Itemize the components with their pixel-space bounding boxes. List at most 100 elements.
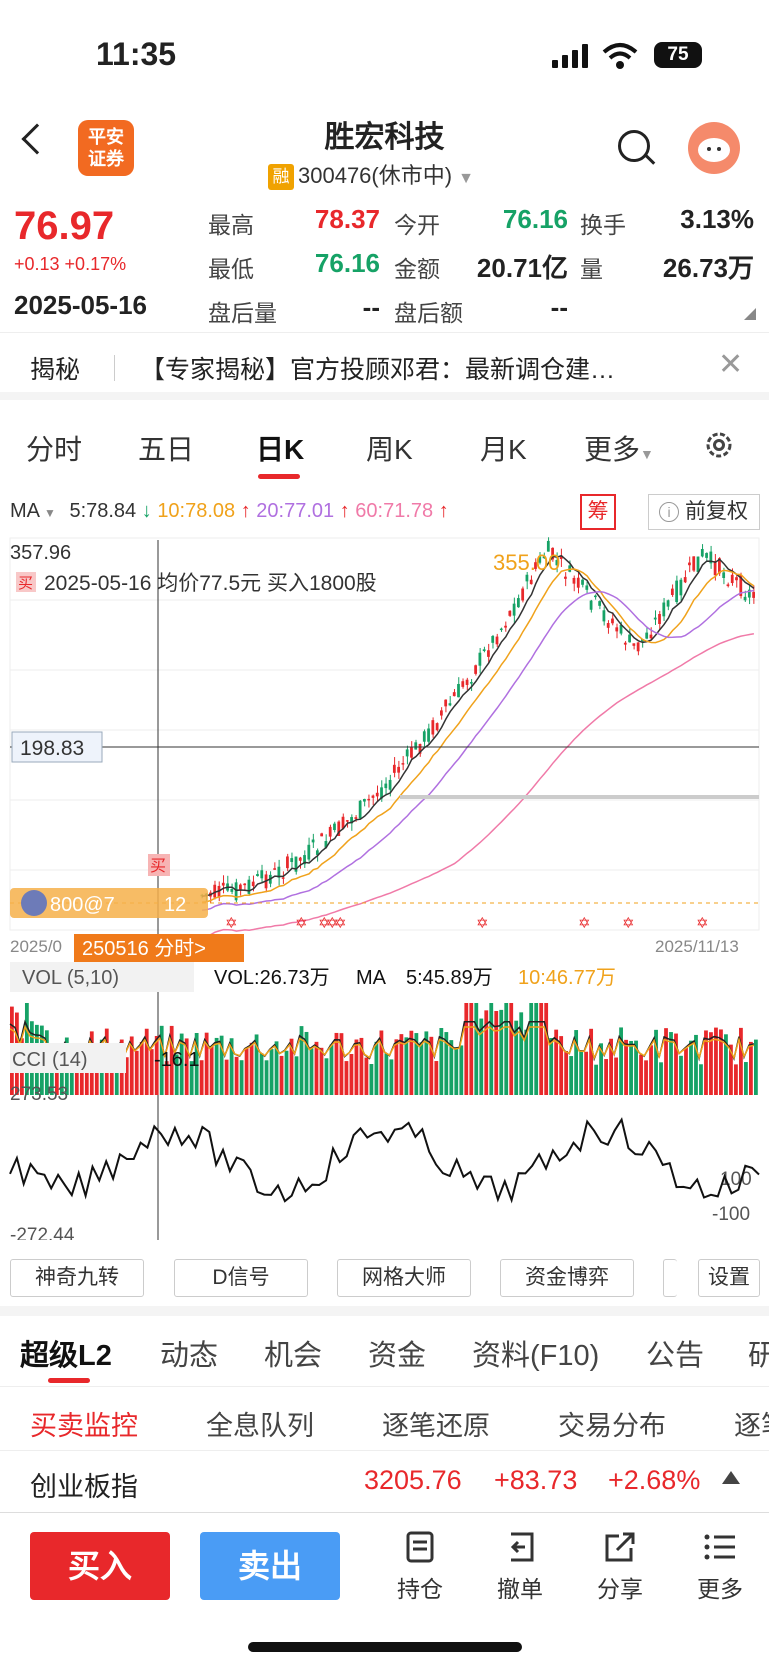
tab-trade-distribution[interactable]: 交易分布: [558, 1411, 666, 1441]
tab-news[interactable]: 动态: [160, 1340, 219, 1372]
signal-star-icon: ✡: [225, 915, 238, 932]
volume-bar: [569, 1056, 574, 1095]
candle-body: [606, 623, 610, 628]
holdings-button[interactable]: 持仓: [380, 1530, 460, 1604]
sell-button[interactable]: 卖出: [200, 1532, 340, 1600]
tool-settings[interactable]: 设置: [698, 1259, 760, 1297]
vol-title-bg[interactable]: [10, 962, 194, 992]
volume-bar: [439, 1028, 444, 1095]
tab-f10[interactable]: 资料(F10): [472, 1340, 600, 1372]
tab-research[interactable]: 研: [748, 1340, 769, 1372]
fast-forward-icon[interactable]: [21, 890, 47, 916]
intraday-link[interactable]: 250516 分时>: [82, 937, 206, 960]
tab-five-day[interactable]: 五日: [138, 434, 195, 465]
tool-partial[interactable]: [663, 1259, 677, 1297]
stock-code[interactable]: 融 300476(休市中) ▼: [268, 158, 474, 190]
tab-more[interactable]: 更多▼: [584, 428, 654, 468]
tab-full-queue[interactable]: 全息队列: [206, 1411, 314, 1441]
volume-bar: [444, 1032, 449, 1095]
tool-fund-game[interactable]: 资金博弈: [500, 1259, 634, 1297]
candle-body: [529, 579, 533, 585]
volume-bar: [234, 1056, 239, 1095]
candle-body: [324, 841, 328, 848]
tool-nine-turn[interactable]: 神奇九转: [10, 1259, 144, 1297]
search-icon[interactable]: [618, 130, 650, 162]
adjust-select[interactable]: i 前复权: [648, 494, 760, 530]
expand-corner-icon[interactable]: [744, 308, 756, 320]
volume-bar: [589, 1028, 594, 1095]
volume-bar: [609, 1038, 613, 1095]
tool-d-signal[interactable]: D信号: [174, 1259, 308, 1297]
candle-body: [465, 679, 469, 685]
volume-bar: [619, 1027, 623, 1095]
volume-bar: [754, 1039, 758, 1095]
volume-bar: [519, 1012, 524, 1095]
cci-title[interactable]: CCI (14): [12, 1049, 88, 1071]
tab-funds[interactable]: 资金: [368, 1340, 427, 1372]
cancel-order-button[interactable]: 撤单: [480, 1530, 560, 1604]
last-price: 76.97: [14, 204, 115, 248]
candle-body: [747, 589, 751, 598]
kline-grid: [10, 599, 759, 871]
candle-body: [653, 617, 657, 620]
candle-body: [705, 553, 708, 558]
candle-body: [743, 596, 747, 601]
index-ticker[interactable]: 创业板指 3205.76 +83.73 +2.68%: [0, 1450, 769, 1512]
buy-button[interactable]: 买入: [30, 1532, 170, 1600]
volume-bar: [624, 1039, 628, 1095]
close-icon[interactable]: ✕: [718, 348, 744, 381]
tool-grid-master[interactable]: 网格大师: [337, 1259, 471, 1297]
candle-body: [320, 833, 324, 837]
volume-bar: [54, 1053, 59, 1095]
volume-bar: [729, 1044, 733, 1095]
tab-tick-restore[interactable]: 逐笔还原: [382, 1411, 490, 1441]
vol-title[interactable]: VOL (5,10): [22, 967, 119, 989]
volume-bar: [584, 1051, 589, 1095]
candle-body: [397, 766, 401, 773]
notice-text[interactable]: 【专家揭秘】官方投顾邓君：最新调仓建…: [140, 356, 616, 384]
chevron-down-icon: ▼: [44, 506, 56, 520]
more-button[interactable]: 更多: [680, 1530, 760, 1604]
status-time: 11:35: [96, 36, 177, 72]
stock-chart[interactable]: 357.96 355.00 买 2025-05-16 均价77.5元 买入180…: [0, 530, 769, 1240]
collapse-arrow-icon[interactable]: [722, 1471, 740, 1484]
candle-body: [260, 870, 264, 879]
tab-weekly-k[interactable]: 周K: [366, 434, 413, 465]
candle-body: [534, 562, 537, 569]
tab-trade-monitor[interactable]: 买卖监控: [30, 1411, 138, 1441]
chips-button[interactable]: 筹: [580, 494, 616, 530]
chevron-down-icon: ▼: [640, 446, 654, 462]
volume-bar: [424, 1031, 429, 1095]
tab-super-l2[interactable]: 超级L2: [20, 1340, 112, 1372]
candle-body: [251, 881, 255, 887]
candle-body: [256, 874, 259, 876]
volume-bar: [669, 1032, 673, 1095]
tab-daily-k[interactable]: 日K: [256, 434, 305, 465]
candle-body: [243, 883, 247, 886]
candle-body: [487, 650, 490, 657]
value-after-amt: --: [550, 292, 568, 322]
ma-label[interactable]: MA: [10, 500, 40, 522]
volume-bar: [249, 1042, 254, 1095]
volume-bar: [209, 1046, 214, 1095]
volume-bar: [49, 1059, 54, 1095]
notice-bar[interactable]: 揭秘 【专家揭秘】官方投顾邓君：最新调仓建… ✕: [0, 332, 769, 400]
candle-body: [709, 551, 713, 564]
tab-announcement[interactable]: 公告: [646, 1340, 705, 1372]
candle-body: [234, 882, 238, 901]
crosshair-price: 198.83: [20, 737, 84, 760]
tab-intraday[interactable]: 分时: [26, 434, 83, 465]
cci-title-bg[interactable]: [10, 1043, 126, 1073]
volume-bar: [654, 1029, 658, 1095]
avatar[interactable]: [688, 122, 740, 174]
cci-plus-100: 100: [720, 1169, 752, 1190]
tab-monthly-k[interactable]: 月K: [480, 434, 527, 465]
share-button[interactable]: 分享: [580, 1530, 660, 1604]
intraday-link-bg[interactable]: [74, 934, 244, 962]
vol-ma10: 10:46.77万: [518, 967, 616, 989]
tab-opportunity[interactable]: 机会: [264, 1340, 323, 1372]
gear-icon[interactable]: [702, 428, 736, 462]
tab-tick[interactable]: 逐笔: [734, 1411, 769, 1441]
value-turnover: 3.13%: [680, 204, 754, 234]
volume-bar: [274, 1041, 279, 1095]
